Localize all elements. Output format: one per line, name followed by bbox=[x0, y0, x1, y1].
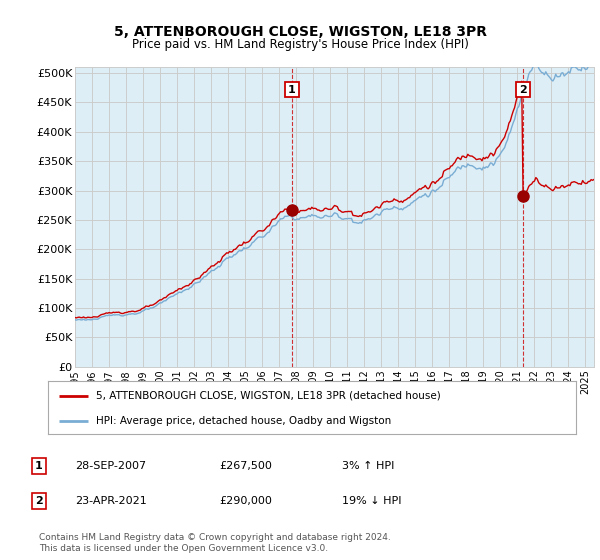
Text: £267,500: £267,500 bbox=[219, 461, 272, 471]
Text: 23-APR-2021: 23-APR-2021 bbox=[75, 496, 147, 506]
Text: 1: 1 bbox=[35, 461, 43, 471]
Text: £290,000: £290,000 bbox=[219, 496, 272, 506]
Text: 1: 1 bbox=[288, 85, 296, 95]
Text: 2: 2 bbox=[35, 496, 43, 506]
Text: 19% ↓ HPI: 19% ↓ HPI bbox=[342, 496, 401, 506]
Text: 3% ↑ HPI: 3% ↑ HPI bbox=[342, 461, 394, 471]
Text: 2: 2 bbox=[519, 85, 527, 95]
Text: HPI: Average price, detached house, Oadby and Wigston: HPI: Average price, detached house, Oadb… bbox=[95, 416, 391, 426]
Text: Price paid vs. HM Land Registry's House Price Index (HPI): Price paid vs. HM Land Registry's House … bbox=[131, 38, 469, 51]
Text: Contains HM Land Registry data © Crown copyright and database right 2024.
This d: Contains HM Land Registry data © Crown c… bbox=[39, 533, 391, 553]
Text: 5, ATTENBOROUGH CLOSE, WIGSTON, LE18 3PR (detached house): 5, ATTENBOROUGH CLOSE, WIGSTON, LE18 3PR… bbox=[95, 391, 440, 401]
Text: 5, ATTENBOROUGH CLOSE, WIGSTON, LE18 3PR: 5, ATTENBOROUGH CLOSE, WIGSTON, LE18 3PR bbox=[113, 25, 487, 39]
Text: 28-SEP-2007: 28-SEP-2007 bbox=[75, 461, 146, 471]
